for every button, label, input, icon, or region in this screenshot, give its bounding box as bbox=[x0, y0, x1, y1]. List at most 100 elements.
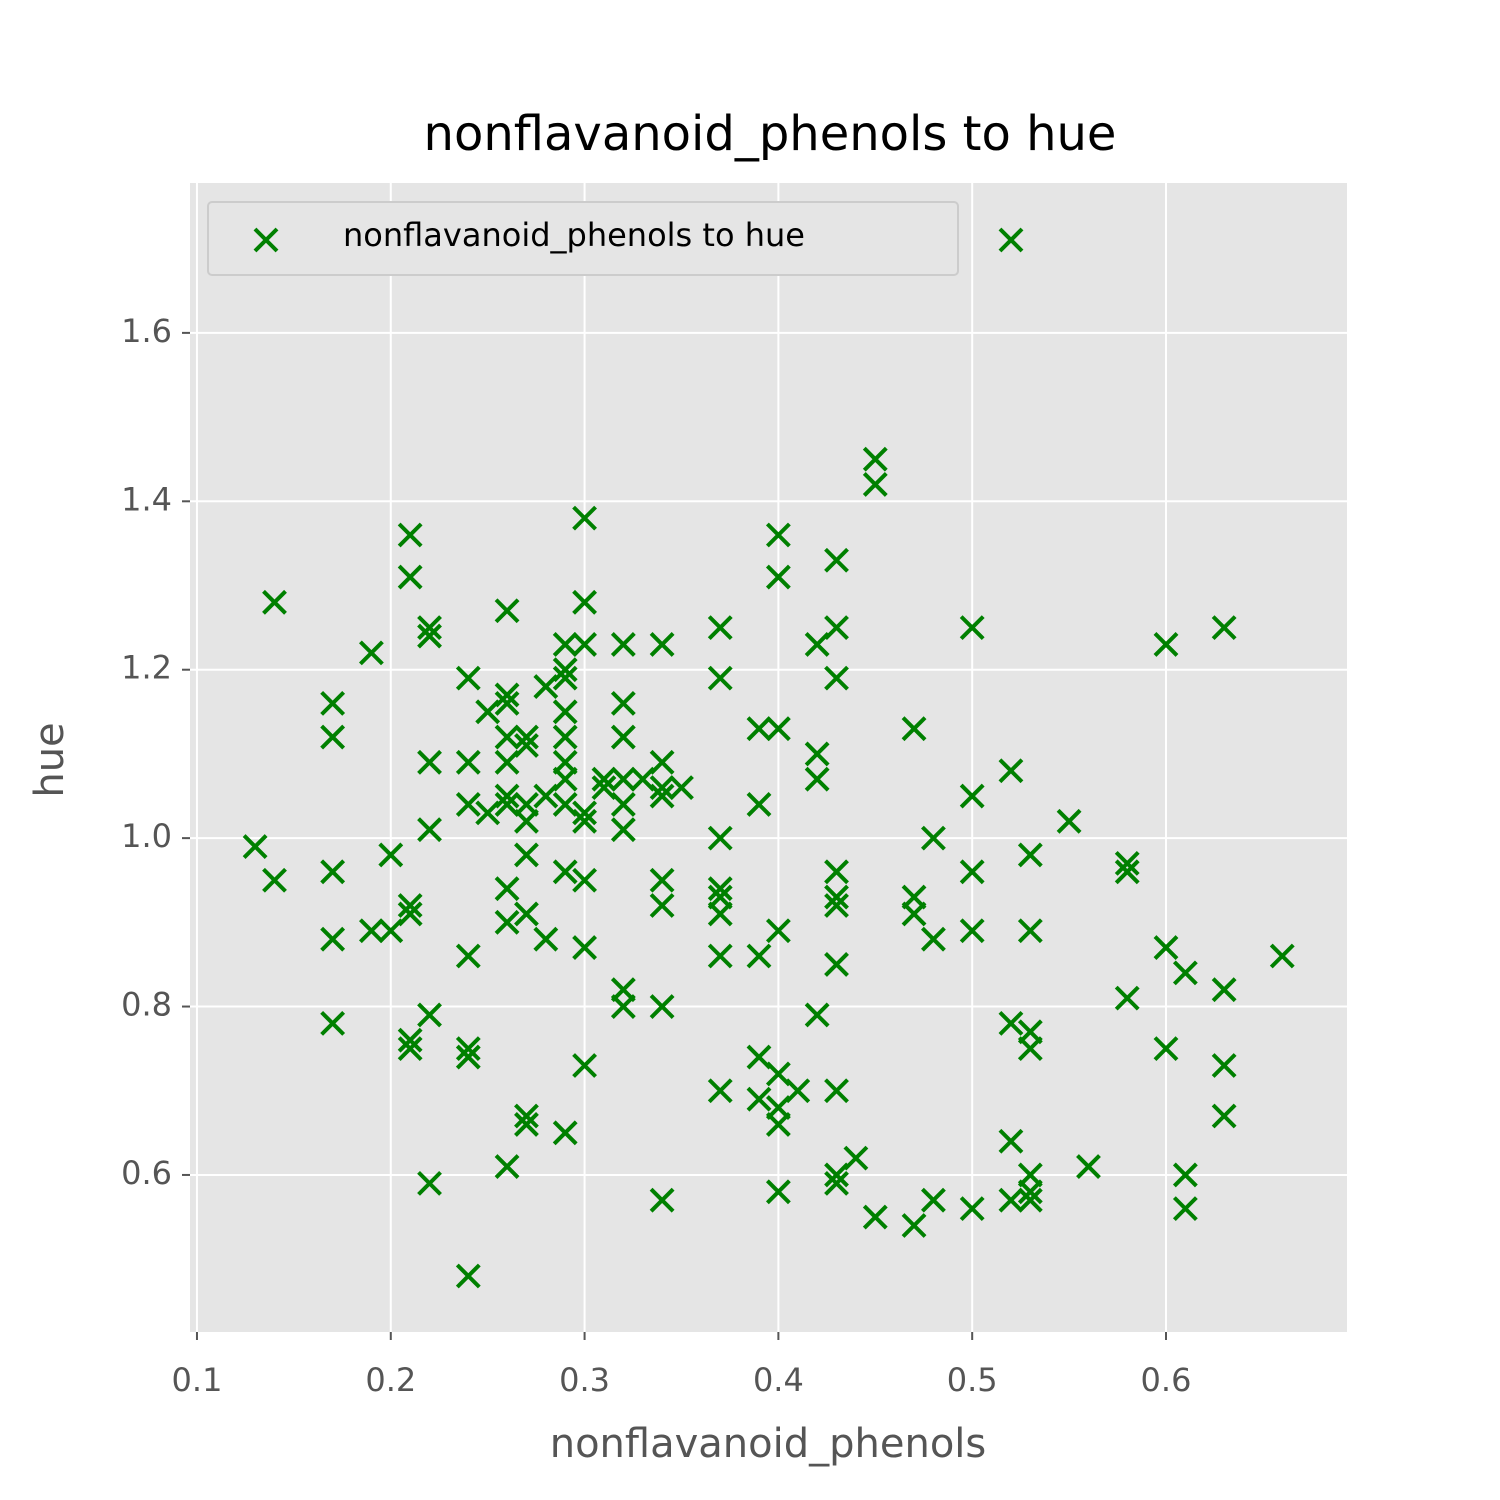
x-axis-label: nonflavanoid_phenols bbox=[550, 1421, 987, 1467]
x-tick-label: 0.6 bbox=[1141, 1361, 1192, 1399]
point bbox=[533, 926, 559, 952]
point bbox=[455, 749, 481, 775]
point bbox=[1153, 632, 1179, 657]
point bbox=[455, 943, 481, 969]
point bbox=[514, 1103, 539, 1129]
point bbox=[959, 783, 985, 809]
point bbox=[572, 505, 597, 531]
point bbox=[320, 690, 346, 716]
point bbox=[610, 994, 636, 1019]
point bbox=[397, 901, 423, 927]
point bbox=[1017, 842, 1043, 868]
point bbox=[494, 876, 520, 902]
point bbox=[765, 716, 791, 742]
point bbox=[901, 1213, 927, 1238]
point bbox=[785, 1078, 811, 1104]
point bbox=[824, 665, 849, 691]
point bbox=[998, 1128, 1024, 1154]
point bbox=[552, 724, 578, 750]
point bbox=[824, 884, 849, 910]
point bbox=[417, 623, 442, 649]
point bbox=[824, 893, 849, 918]
point bbox=[610, 766, 636, 792]
point bbox=[572, 589, 597, 615]
point bbox=[1017, 1036, 1043, 1062]
point bbox=[765, 1112, 791, 1137]
y-tick-label: 1.4 bbox=[121, 480, 172, 518]
point bbox=[1076, 1154, 1101, 1179]
point bbox=[552, 699, 578, 725]
point bbox=[959, 918, 985, 944]
legend: nonflavanoid_phenols to hue bbox=[207, 201, 1024, 276]
point bbox=[824, 859, 849, 885]
point bbox=[649, 783, 675, 809]
point bbox=[1056, 808, 1082, 834]
point bbox=[707, 901, 733, 927]
point bbox=[378, 842, 404, 868]
legend-marker bbox=[253, 227, 279, 253]
point bbox=[552, 632, 578, 657]
point bbox=[707, 1078, 733, 1104]
point bbox=[1211, 977, 1237, 1003]
point bbox=[1153, 935, 1179, 961]
point bbox=[397, 893, 423, 918]
point bbox=[610, 724, 636, 750]
legend-glyph bbox=[998, 227, 1024, 253]
x-tick-label: 0.5 bbox=[947, 1361, 998, 1399]
point bbox=[610, 690, 636, 716]
point bbox=[765, 918, 791, 944]
point bbox=[824, 547, 849, 573]
point bbox=[417, 1170, 442, 1196]
point bbox=[1211, 1053, 1237, 1078]
x-tick-label: 0.4 bbox=[753, 1361, 804, 1399]
point bbox=[824, 1170, 849, 1196]
y-tick-label: 0.8 bbox=[121, 986, 172, 1024]
point bbox=[649, 632, 675, 657]
point bbox=[998, 1010, 1024, 1036]
y-tick-label: 0.6 bbox=[121, 1154, 172, 1192]
point bbox=[417, 749, 442, 775]
point bbox=[707, 665, 733, 691]
point bbox=[1172, 1196, 1198, 1222]
point bbox=[494, 1154, 520, 1179]
point bbox=[649, 1187, 675, 1213]
point bbox=[417, 615, 442, 641]
point bbox=[417, 817, 442, 843]
point bbox=[552, 657, 578, 683]
point bbox=[552, 665, 578, 691]
marks bbox=[242, 446, 1295, 1289]
point bbox=[572, 808, 597, 834]
point bbox=[591, 766, 617, 792]
point bbox=[843, 1145, 869, 1171]
point bbox=[1172, 1162, 1198, 1188]
point bbox=[804, 1002, 830, 1028]
point bbox=[397, 564, 423, 590]
point bbox=[862, 446, 888, 472]
point bbox=[514, 733, 539, 758]
chart-title: nonflavanoid_phenols to hue bbox=[424, 106, 1117, 162]
point bbox=[242, 834, 268, 859]
point bbox=[1114, 985, 1140, 1011]
point bbox=[397, 1027, 423, 1053]
point bbox=[514, 1112, 539, 1137]
point bbox=[804, 741, 830, 767]
point bbox=[921, 1187, 946, 1213]
point bbox=[514, 724, 539, 750]
point bbox=[746, 1086, 772, 1112]
point bbox=[494, 783, 520, 809]
point bbox=[824, 615, 849, 641]
point bbox=[514, 901, 539, 927]
point bbox=[552, 766, 578, 792]
point bbox=[862, 1204, 888, 1230]
point bbox=[998, 1187, 1024, 1213]
point bbox=[455, 1036, 481, 1062]
grid bbox=[182, 183, 1347, 1340]
point bbox=[262, 867, 287, 893]
point bbox=[417, 1002, 442, 1028]
point bbox=[901, 716, 927, 742]
x-tick-label: 0.3 bbox=[559, 1361, 610, 1399]
point bbox=[1172, 960, 1198, 986]
point bbox=[746, 716, 772, 742]
point bbox=[494, 724, 520, 750]
point bbox=[358, 640, 384, 666]
